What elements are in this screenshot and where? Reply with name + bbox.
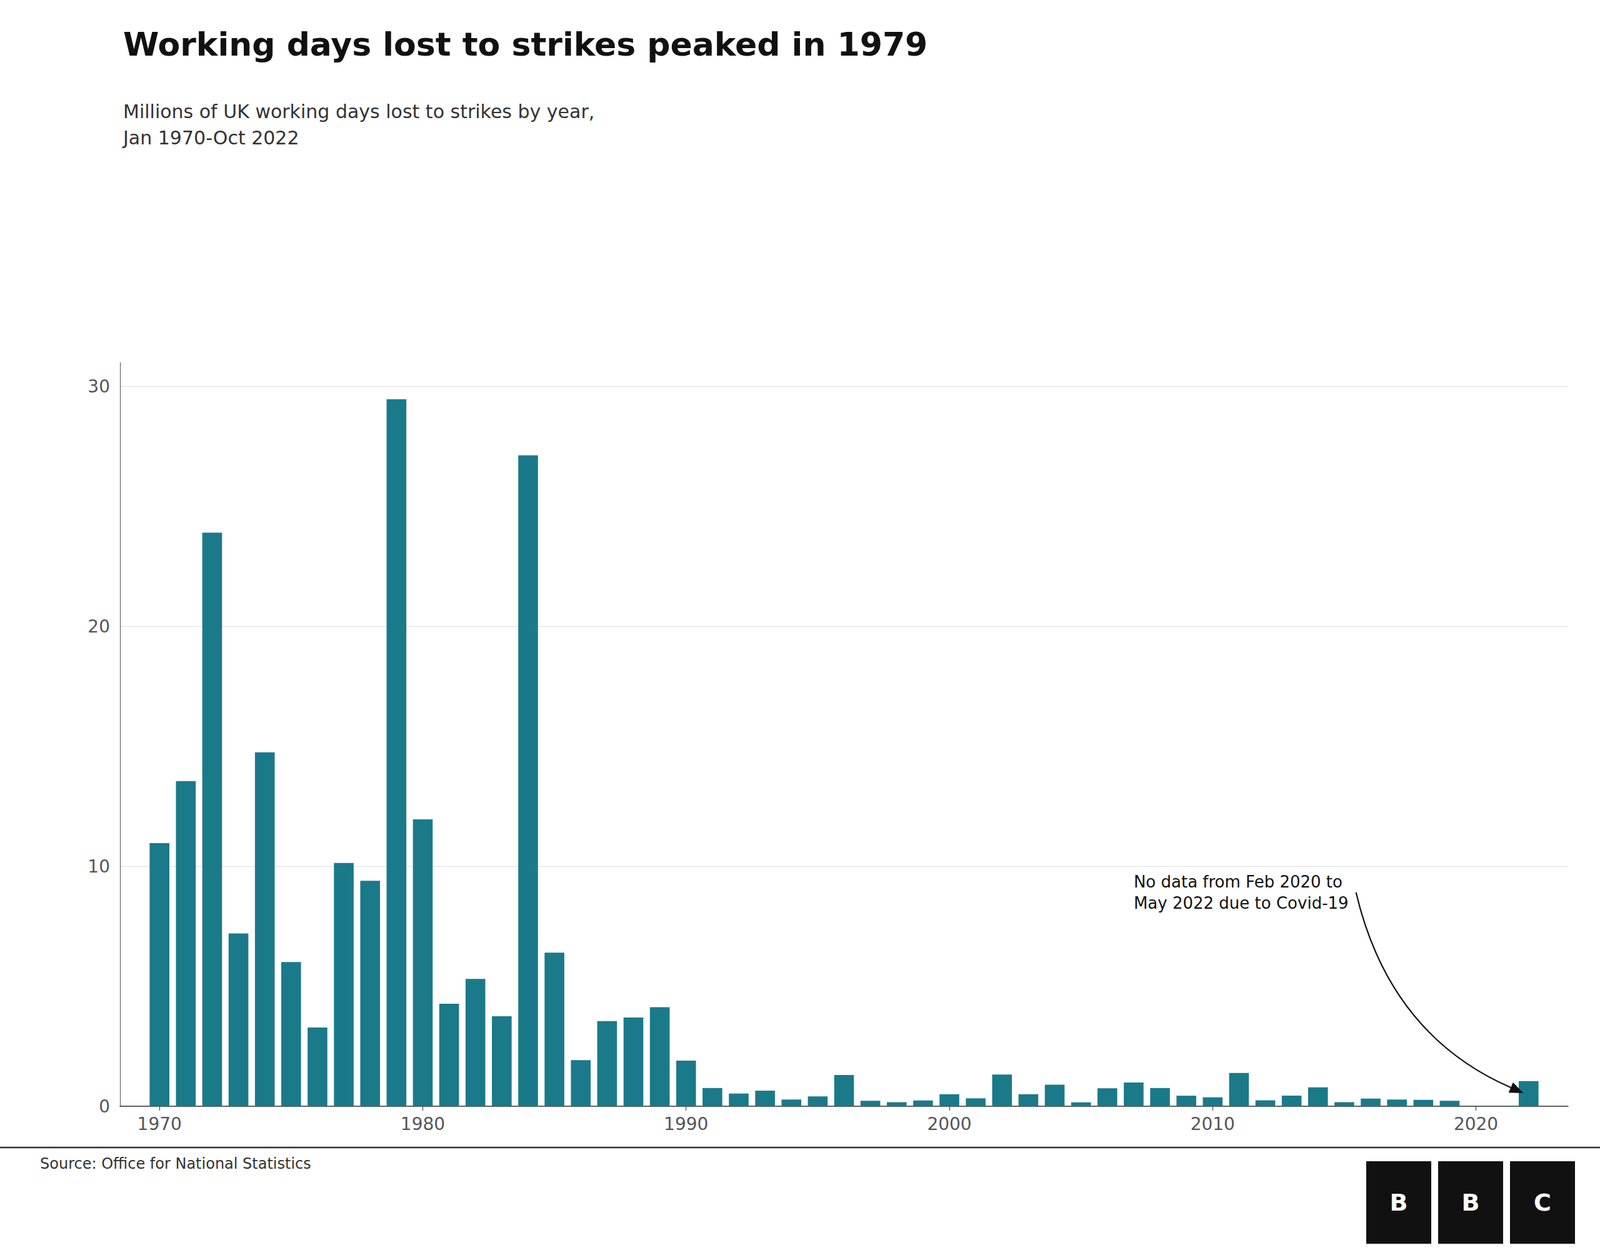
svg-text:B: B [1390,1188,1409,1217]
svg-text:0: 0 [98,1096,110,1117]
svg-text:1990: 1990 [663,1113,709,1135]
svg-text:2020: 2020 [1453,1113,1499,1135]
svg-text:1980: 1980 [400,1113,445,1135]
svg-text:10: 10 [87,856,110,877]
svg-text:2000: 2000 [926,1113,972,1135]
svg-text:B: B [1461,1188,1480,1217]
svg-text:No data from Feb 2020 to: No data from Feb 2020 to [1133,872,1343,892]
svg-text:30: 30 [87,376,110,397]
svg-text:Jan 1970-Oct 2022: Jan 1970-Oct 2022 [121,126,300,149]
svg-text:1970: 1970 [137,1113,182,1135]
svg-text:Working days lost to strikes p: Working days lost to strikes peaked in 1… [123,25,928,64]
svg-text:2010: 2010 [1190,1113,1235,1135]
svg-text:C: C [1533,1188,1552,1217]
svg-text:Source: Office for National St: Source: Office for National Statistics [40,1155,312,1173]
svg-text:20: 20 [87,616,110,637]
svg-text:Millions of UK working days lo: Millions of UK working days lost to stri… [123,100,595,123]
svg-text:May 2022 due to Covid-19: May 2022 due to Covid-19 [1133,893,1349,913]
